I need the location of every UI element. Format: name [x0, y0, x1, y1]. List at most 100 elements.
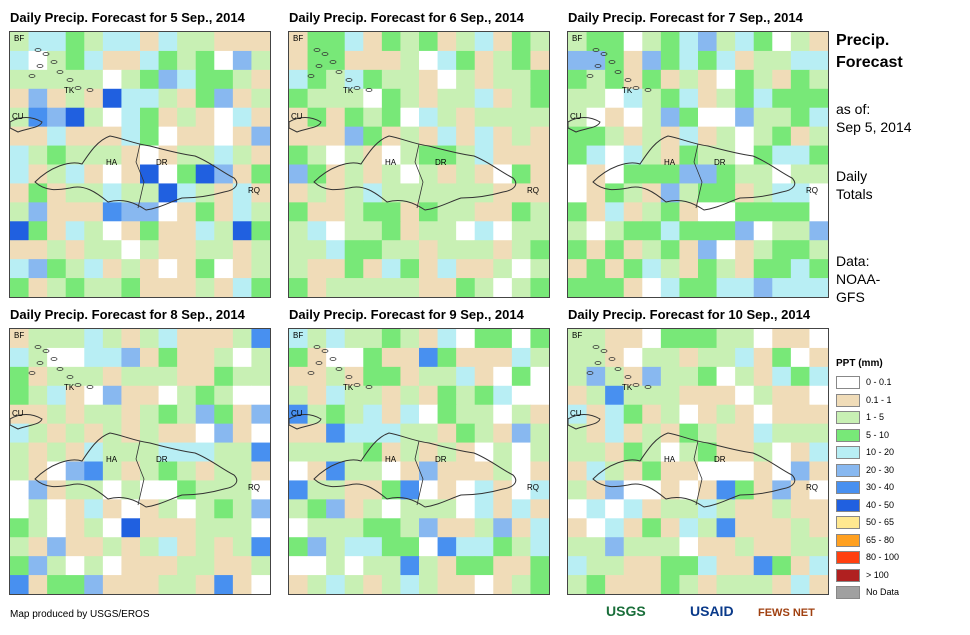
precip-cell [753, 183, 773, 203]
precip-cell [158, 518, 178, 538]
legend-swatch [836, 586, 860, 599]
island [56, 70, 64, 74]
precip-cell [642, 145, 662, 165]
precip-cell [326, 518, 346, 538]
island [74, 86, 82, 90]
precip-cell [195, 69, 215, 90]
island [335, 70, 343, 74]
precip-cell [772, 69, 792, 90]
precip-grid [568, 32, 828, 297]
precip-cell [530, 164, 549, 184]
precip-cell [84, 126, 104, 147]
legend-label: 0 - 0.1 [866, 377, 892, 387]
precip-cell [84, 50, 104, 71]
precip-cell [326, 107, 346, 128]
precip-cell [623, 423, 643, 444]
precip-cell [47, 221, 67, 241]
precip-cell [493, 329, 513, 349]
precip-cell [623, 480, 643, 500]
precip-cell [623, 499, 643, 519]
precip-cell [568, 202, 588, 222]
precip-cell [400, 259, 420, 279]
precip-cell [251, 221, 270, 241]
precip-cell [772, 499, 792, 519]
precip-cell [474, 499, 494, 519]
precip-cell [289, 537, 309, 557]
precip-cell [419, 366, 439, 387]
precip-cell [772, 575, 792, 594]
precip-cell [102, 537, 122, 557]
precip-cell [456, 240, 476, 260]
precip-cell [735, 50, 755, 71]
legend-label: 10 - 20 [866, 447, 895, 457]
precip-cell [660, 240, 680, 260]
precip-cell [568, 385, 588, 406]
precip-cell [158, 347, 178, 368]
precip-cell [735, 221, 755, 241]
precip-cell [289, 88, 309, 109]
precip-cell [232, 499, 252, 519]
precip-cell [232, 347, 252, 368]
precip-cell [568, 461, 588, 481]
precip-cell [474, 88, 494, 109]
precip-cell [642, 221, 662, 241]
precip-cell [195, 202, 215, 222]
precip-cell [84, 69, 104, 90]
coastline [313, 135, 517, 211]
precip-cell [10, 404, 30, 425]
precip-cell [511, 329, 531, 349]
precip-cell [679, 556, 699, 576]
precip-cell [623, 183, 643, 203]
precip-cell [623, 126, 643, 147]
precip-cell [493, 347, 513, 368]
precip-cell [10, 347, 30, 368]
precip-cell [232, 556, 252, 576]
precip-cell [511, 385, 531, 406]
precip-cell [437, 347, 457, 368]
precip-cell [344, 69, 364, 90]
precip-cell [47, 202, 67, 222]
precip-cell [586, 202, 606, 222]
precip-cell [102, 32, 122, 52]
precip-cell [772, 442, 792, 462]
precip-grid [289, 32, 549, 297]
precip-cell [10, 385, 30, 406]
precip-cell [586, 240, 606, 260]
precip-cell [363, 537, 383, 557]
precip-cell [47, 329, 67, 349]
precip-cell [605, 385, 625, 406]
precip-cell [195, 347, 215, 368]
precip-cell [790, 259, 810, 279]
precip-cell [586, 69, 606, 90]
precip-cell [772, 32, 792, 52]
precip-cell [363, 164, 383, 184]
map-label-dr: DR [714, 455, 726, 464]
precip-cell [381, 329, 401, 349]
precip-cell [530, 221, 549, 241]
precip-cell [289, 69, 309, 90]
precip-cell [530, 499, 549, 519]
precip-cell [790, 202, 810, 222]
precip-cell [65, 32, 85, 52]
precip-cell [605, 50, 625, 71]
precip-grid [10, 32, 270, 297]
precip-cell [642, 202, 662, 222]
precip-cell [363, 183, 383, 203]
precip-cell [679, 385, 699, 406]
precip-cell [493, 423, 513, 444]
precip-cell [158, 423, 178, 444]
precip-cell [102, 499, 122, 519]
island [365, 385, 373, 389]
fewsnet-logo: FEWS NET [758, 607, 815, 619]
island [74, 383, 82, 387]
precip-cell [381, 499, 401, 519]
precip-cell [586, 183, 606, 203]
precip-cell [623, 518, 643, 538]
precip-cell [214, 183, 234, 203]
precip-cell [84, 88, 104, 109]
precip-cell [195, 50, 215, 71]
precip-cell [660, 259, 680, 279]
precip-cell [809, 423, 828, 444]
precip-cell [28, 404, 48, 425]
precip-cell [232, 32, 252, 52]
